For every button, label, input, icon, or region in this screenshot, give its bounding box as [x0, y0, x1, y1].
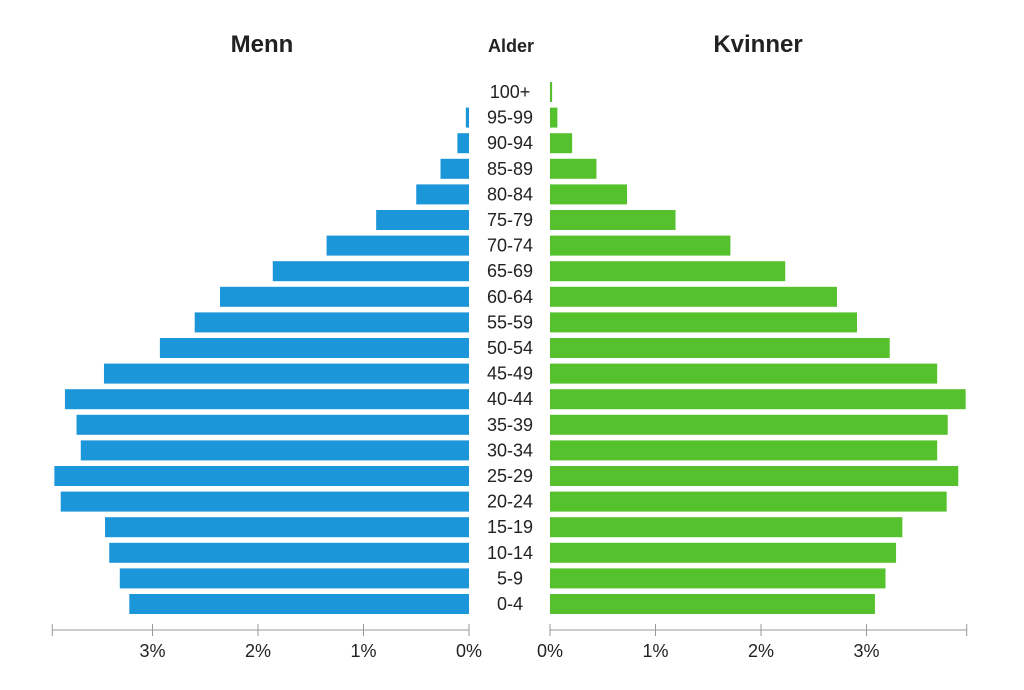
women-bar-65-69	[550, 261, 786, 282]
age-label: 5-9	[497, 568, 523, 588]
women-bar-40-44	[550, 389, 966, 410]
women-bar-30-34	[550, 440, 938, 461]
men-bar-85-89	[440, 158, 469, 179]
men-bar-10-14	[109, 542, 470, 563]
men-bar-50-54	[159, 338, 469, 358]
women-bar-15-19	[550, 517, 903, 538]
age-label: 25-29	[487, 466, 533, 486]
men-bar-95-99	[465, 107, 469, 128]
men-bar-30-34	[80, 440, 469, 461]
age-label: 80-84	[487, 184, 533, 204]
women-bar-35-39	[550, 414, 948, 435]
men-bar-70-74	[326, 235, 469, 256]
women-bar-100+	[550, 82, 553, 102]
age-label: 100+	[490, 82, 531, 102]
men-bar-25-29	[54, 466, 469, 486]
age-label: 35-39	[487, 415, 533, 435]
men-bar-90-94	[457, 133, 469, 154]
men-bar-20-24	[60, 491, 470, 512]
women-bar-90-94	[550, 133, 573, 154]
age-label: 60-64	[487, 287, 533, 307]
age-label: 20-24	[487, 492, 533, 512]
women-bar-5-9	[550, 568, 886, 589]
men-bar-35-39	[76, 414, 469, 435]
women-bar-10-14	[550, 542, 897, 563]
age-label: 85-89	[487, 159, 533, 179]
women-bar-80-84	[550, 184, 628, 205]
women-bar-95-99	[550, 107, 558, 128]
men-bar-45-49	[103, 363, 469, 384]
men-tick-label: 3%	[139, 641, 165, 661]
age-label: 95-99	[487, 108, 533, 128]
age-label: 90-94	[487, 133, 533, 153]
women-tick-label: 0%	[537, 641, 563, 661]
women-bars	[550, 82, 966, 614]
women-bar-60-64	[550, 286, 837, 307]
women-tick-label: 2%	[748, 641, 774, 661]
men-tick-label: 1%	[350, 641, 376, 661]
men-bar-0-4	[129, 594, 470, 614]
women-bar-55-59	[550, 312, 858, 333]
men-bars	[54, 107, 470, 614]
age-label: 55-59	[487, 312, 533, 332]
women-bar-0-4	[550, 594, 875, 614]
men-bar-75-79	[376, 210, 469, 230]
men-bar-15-19	[105, 517, 470, 538]
men-tick-label: 2%	[245, 641, 271, 661]
men-tick-label: 0%	[456, 641, 482, 661]
women-bar-20-24	[550, 491, 947, 512]
men-bar-5-9	[119, 568, 470, 589]
women-bar-50-54	[550, 338, 890, 358]
men-bar-40-44	[64, 389, 469, 410]
age-label: 0-4	[497, 594, 523, 614]
men-bar-60-64	[220, 286, 469, 307]
age-label: 75-79	[487, 210, 533, 230]
women-title: Kvinner	[713, 31, 802, 58]
age-label: 40-44	[487, 389, 533, 409]
age-title: Alder	[488, 36, 534, 56]
age-label: 10-14	[487, 543, 533, 563]
men-title: Menn	[231, 31, 294, 58]
age-label: 65-69	[487, 261, 533, 281]
age-label: 15-19	[487, 517, 533, 537]
women-tick-label: 1%	[642, 641, 668, 661]
age-label: 45-49	[487, 364, 533, 384]
men-bar-55-59	[194, 312, 469, 333]
women-bar-75-79	[550, 210, 676, 230]
women-bar-85-89	[550, 158, 597, 179]
age-label: 70-74	[487, 236, 533, 256]
age-label: 30-34	[487, 440, 533, 460]
men-bar-65-69	[272, 261, 469, 282]
men-axis: 3% 2% 1% 0%	[51, 624, 482, 661]
men-bar-80-84	[416, 184, 469, 205]
age-label: 50-54	[487, 338, 533, 358]
women-bar-45-49	[550, 363, 938, 384]
women-axis: 0% 1% 2% 3%	[537, 624, 968, 661]
women-bar-25-29	[550, 466, 959, 486]
women-tick-label: 3%	[853, 641, 879, 661]
age-labels: 0-4 5-9 10-14 15-19 20-24 25-29 30-34 35-39 40-4…	[487, 82, 533, 614]
women-bar-70-74	[550, 235, 731, 256]
